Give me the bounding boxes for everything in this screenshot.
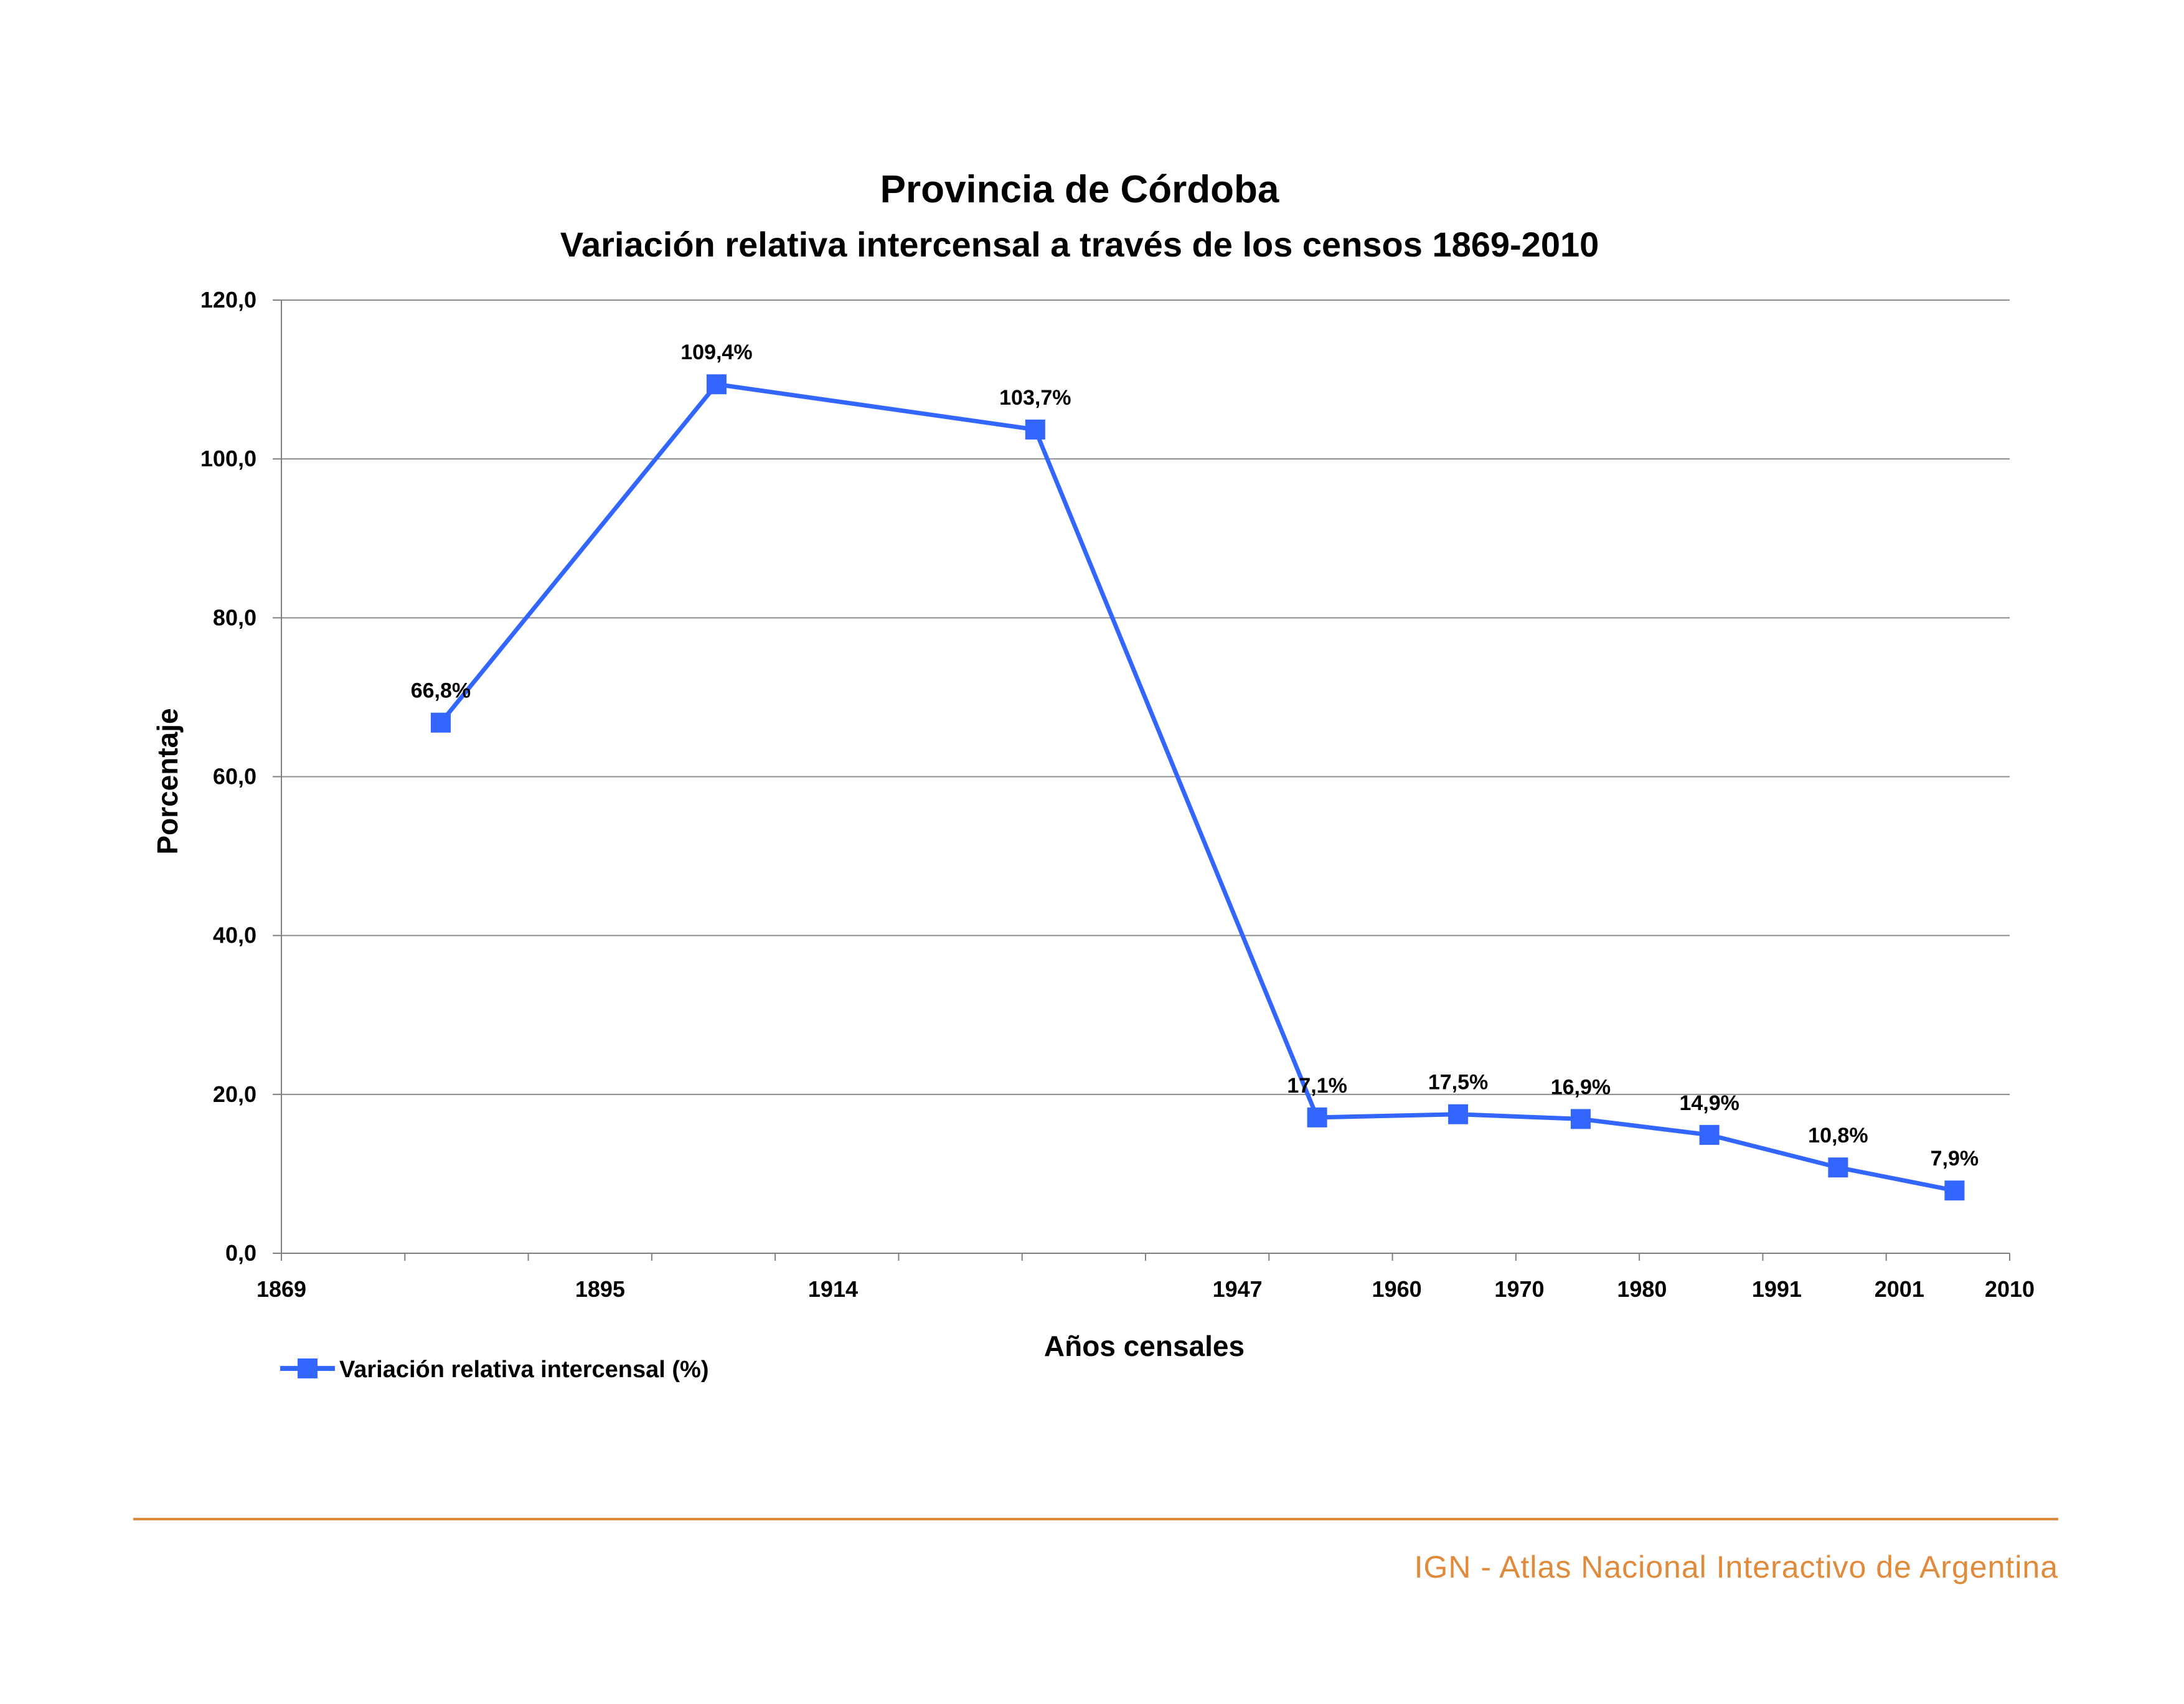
data-point <box>1448 1104 1469 1124</box>
x-tick-label: 1960 <box>1372 1276 1422 1302</box>
axes: 0,0 20,0 40,0 60,0 80,0 100,0 120,0 1869 1895 191… <box>200 287 2035 1302</box>
y-tick-label: 60,0 <box>213 764 257 789</box>
series-line <box>439 382 1956 1193</box>
data-label: 17,1% <box>1287 1074 1347 1098</box>
x-axis-title: Años censales <box>1044 1330 1245 1362</box>
x-tick-label: 1991 <box>1752 1276 1802 1302</box>
data-point <box>1307 1107 1327 1127</box>
footer-credit: IGN - Atlas Nacional Interactivo de Arge… <box>1414 1550 2058 1584</box>
data-point <box>1944 1180 1965 1201</box>
x-tick-label: 2001 <box>1875 1276 1924 1302</box>
chart-subtitle: Variación relativa intercensal a través … <box>560 225 1599 264</box>
y-tick-label: 120,0 <box>200 287 257 313</box>
gridlines <box>281 299 2010 1095</box>
x-tick-label: 1947 <box>1213 1276 1263 1302</box>
data-label: 17,5% <box>1428 1071 1488 1094</box>
y-tick-label: 20,0 <box>213 1081 257 1107</box>
data-label: 16,9% <box>1551 1075 1611 1099</box>
y-tick-label: 0,0 <box>225 1240 257 1266</box>
data-labels: 66,8% 109,4% 103,7% 17,1% 17,5% 16,9% 14,9% 10,… <box>411 341 1979 1170</box>
x-tick-label: 1970 <box>1494 1276 1544 1302</box>
legend-label: Variación relativa intercensal (%) <box>339 1357 709 1383</box>
x-tick-label: 1914 <box>808 1276 858 1302</box>
series-variacion <box>430 374 1965 1201</box>
x-tick-label: 1980 <box>1617 1276 1667 1302</box>
data-point <box>1699 1124 1720 1145</box>
data-point <box>430 712 451 733</box>
y-tick-label: 80,0 <box>213 605 257 630</box>
data-point <box>1025 419 1045 440</box>
data-label: 66,8% <box>411 679 471 703</box>
footer-divider <box>133 1518 2058 1520</box>
data-point <box>1570 1109 1591 1129</box>
legend-marker <box>298 1358 318 1378</box>
data-label: 7,9% <box>1931 1147 1979 1170</box>
data-label: 14,9% <box>1679 1091 1739 1115</box>
data-point <box>706 374 727 395</box>
x-tick-label: 1869 <box>257 1276 306 1302</box>
data-point <box>1828 1157 1848 1178</box>
chart-title: Provincia de Córdoba <box>880 168 1279 211</box>
x-tick-label: 2010 <box>1985 1276 2035 1302</box>
y-axis-title: Porcentaje <box>151 708 184 854</box>
x-tick-label: 1895 <box>575 1276 625 1302</box>
legend: Variación relativa intercensal (%) <box>280 1357 709 1383</box>
data-label: 109,4% <box>680 341 752 364</box>
data-label: 103,7% <box>999 386 1071 410</box>
y-tick-label: 100,0 <box>200 446 257 471</box>
y-tick-label: 40,0 <box>213 923 257 948</box>
data-label: 10,8% <box>1808 1124 1868 1147</box>
